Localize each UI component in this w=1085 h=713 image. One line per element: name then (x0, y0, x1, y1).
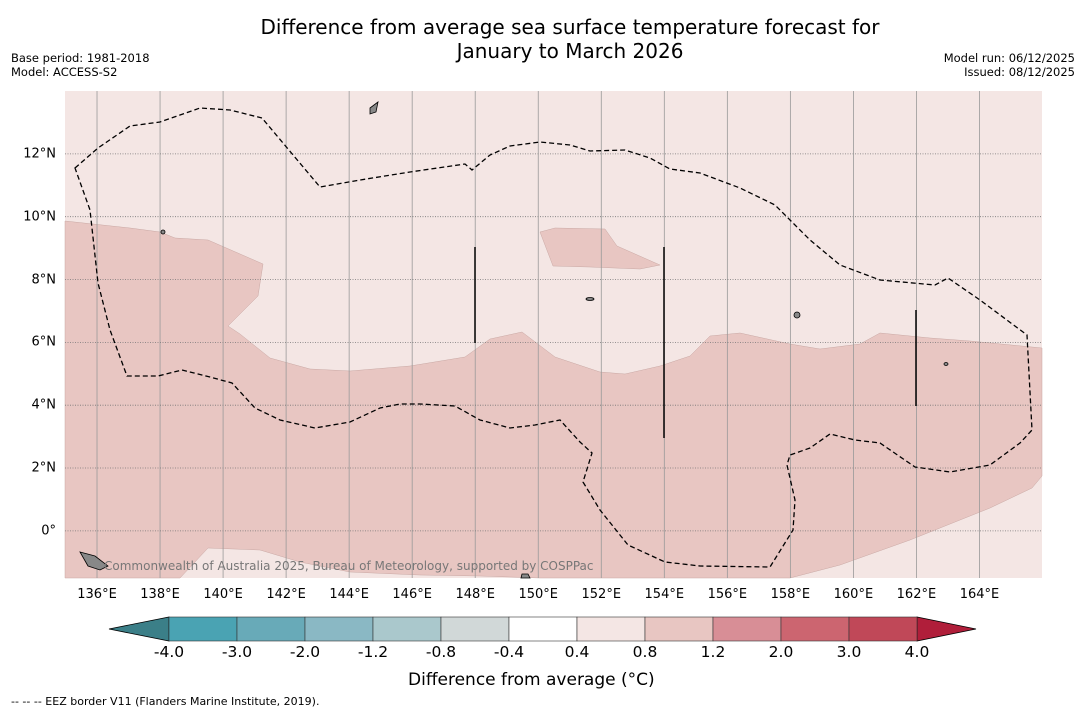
title-line-2: January to March 2026 (456, 39, 684, 63)
colorbar-segment (576, 616, 646, 642)
lon-tick-label: 160°E (833, 587, 874, 602)
lon-tick-label: 152°E (581, 587, 622, 602)
lon-tick-label: 154°E (644, 587, 685, 602)
colorbar-tick-label: -2.0 (289, 643, 321, 661)
colorbar-under-arrow (108, 616, 170, 642)
colorbar-label: Difference from average (°C) (408, 670, 655, 690)
base-period: Base period: 1981-2018 (11, 51, 150, 65)
lat-tick-label: 0° (41, 523, 56, 539)
colorbar-segment (372, 616, 442, 642)
lon-tick-label: 144°E (329, 587, 369, 602)
colorbar-segment (780, 616, 850, 642)
model-name: Model: ACCESS-S2 (11, 65, 118, 79)
map-credit: Commonwealth of Australia 2025, Bureau o… (104, 559, 594, 573)
lon-tick-label: 142°E (266, 587, 306, 602)
lon-tick-label: 146°E (392, 587, 432, 602)
colorbar-tick-label: 3.0 (836, 643, 862, 661)
model-run: Model run: 06/12/2025 (943, 51, 1075, 65)
lat-tick-label: 4°N (31, 397, 57, 413)
lat-tick-label: 10°N (23, 209, 56, 225)
lon-tick-label: 156°E (707, 587, 748, 602)
eez-border (74, 107, 1033, 568)
footer-note: -- -- -- EEZ border V11 (Flanders Marine… (11, 695, 320, 708)
lon-tick-label: 158°E (770, 587, 811, 602)
colorbar-tick-label: 1.2 (700, 643, 726, 661)
lon-tick-label: 150°E (518, 587, 558, 602)
meta-right: Model run: 06/12/2025 Issued: 08/12/2025 (944, 51, 1075, 79)
lat-tick-label: 12°N (23, 146, 56, 162)
colorbar-tick-label: -3.0 (221, 643, 253, 661)
colorbar-tick-label: -1.2 (357, 643, 389, 661)
land-islands (79, 101, 949, 579)
colorbar-segment (712, 616, 782, 642)
lon-tick-label: 162°E (896, 587, 937, 602)
colorbar-tick-label: 0.8 (632, 643, 658, 661)
title-line-1: Difference from average sea surface temp… (260, 15, 880, 39)
colorbar-segment (168, 616, 238, 642)
issued-date: Issued: 08/12/2025 (964, 65, 1075, 79)
anomaly-region-north (539, 227, 661, 270)
colorbar-segment (848, 616, 918, 642)
lon-tick-label: 164°E (959, 587, 1000, 602)
lon-tick-label: 136°E (77, 587, 117, 602)
lon-tick-label: 148°E (455, 587, 495, 602)
colorbar-tick-label: -0.8 (425, 643, 457, 661)
colorbar-tick-label: -0.4 (493, 643, 525, 661)
lat-tick-label: 6°N (31, 334, 57, 350)
colorbar-tick-label: 2.0 (768, 643, 794, 661)
colorbar-segment (508, 616, 578, 642)
colorbar-tick-label: 0.4 (564, 643, 590, 661)
colorbar-segment (304, 616, 374, 642)
lon-tick-label: 140°E (203, 587, 243, 602)
colorbar-tick-label: 4.0 (904, 643, 930, 661)
lat-tick-label: 8°N (31, 272, 57, 288)
colorbar-segment (644, 616, 714, 642)
colorbar-segment (236, 616, 306, 642)
colorbar-tick-label: -4.0 (153, 643, 185, 661)
chart-title: Difference from average sea surface temp… (0, 15, 1085, 63)
anomaly-region-main (64, 220, 1043, 579)
lon-tick-label: 138°E (140, 587, 180, 602)
eez-segments (474, 247, 917, 438)
colorbar-segment (440, 616, 510, 642)
colorbar-over-arrow (916, 616, 977, 642)
meta-left: Base period: 1981-2018 Model: ACCESS-S2 (11, 51, 150, 79)
grid-lines (65, 91, 1042, 578)
lat-tick-label: 2°N (31, 460, 57, 476)
